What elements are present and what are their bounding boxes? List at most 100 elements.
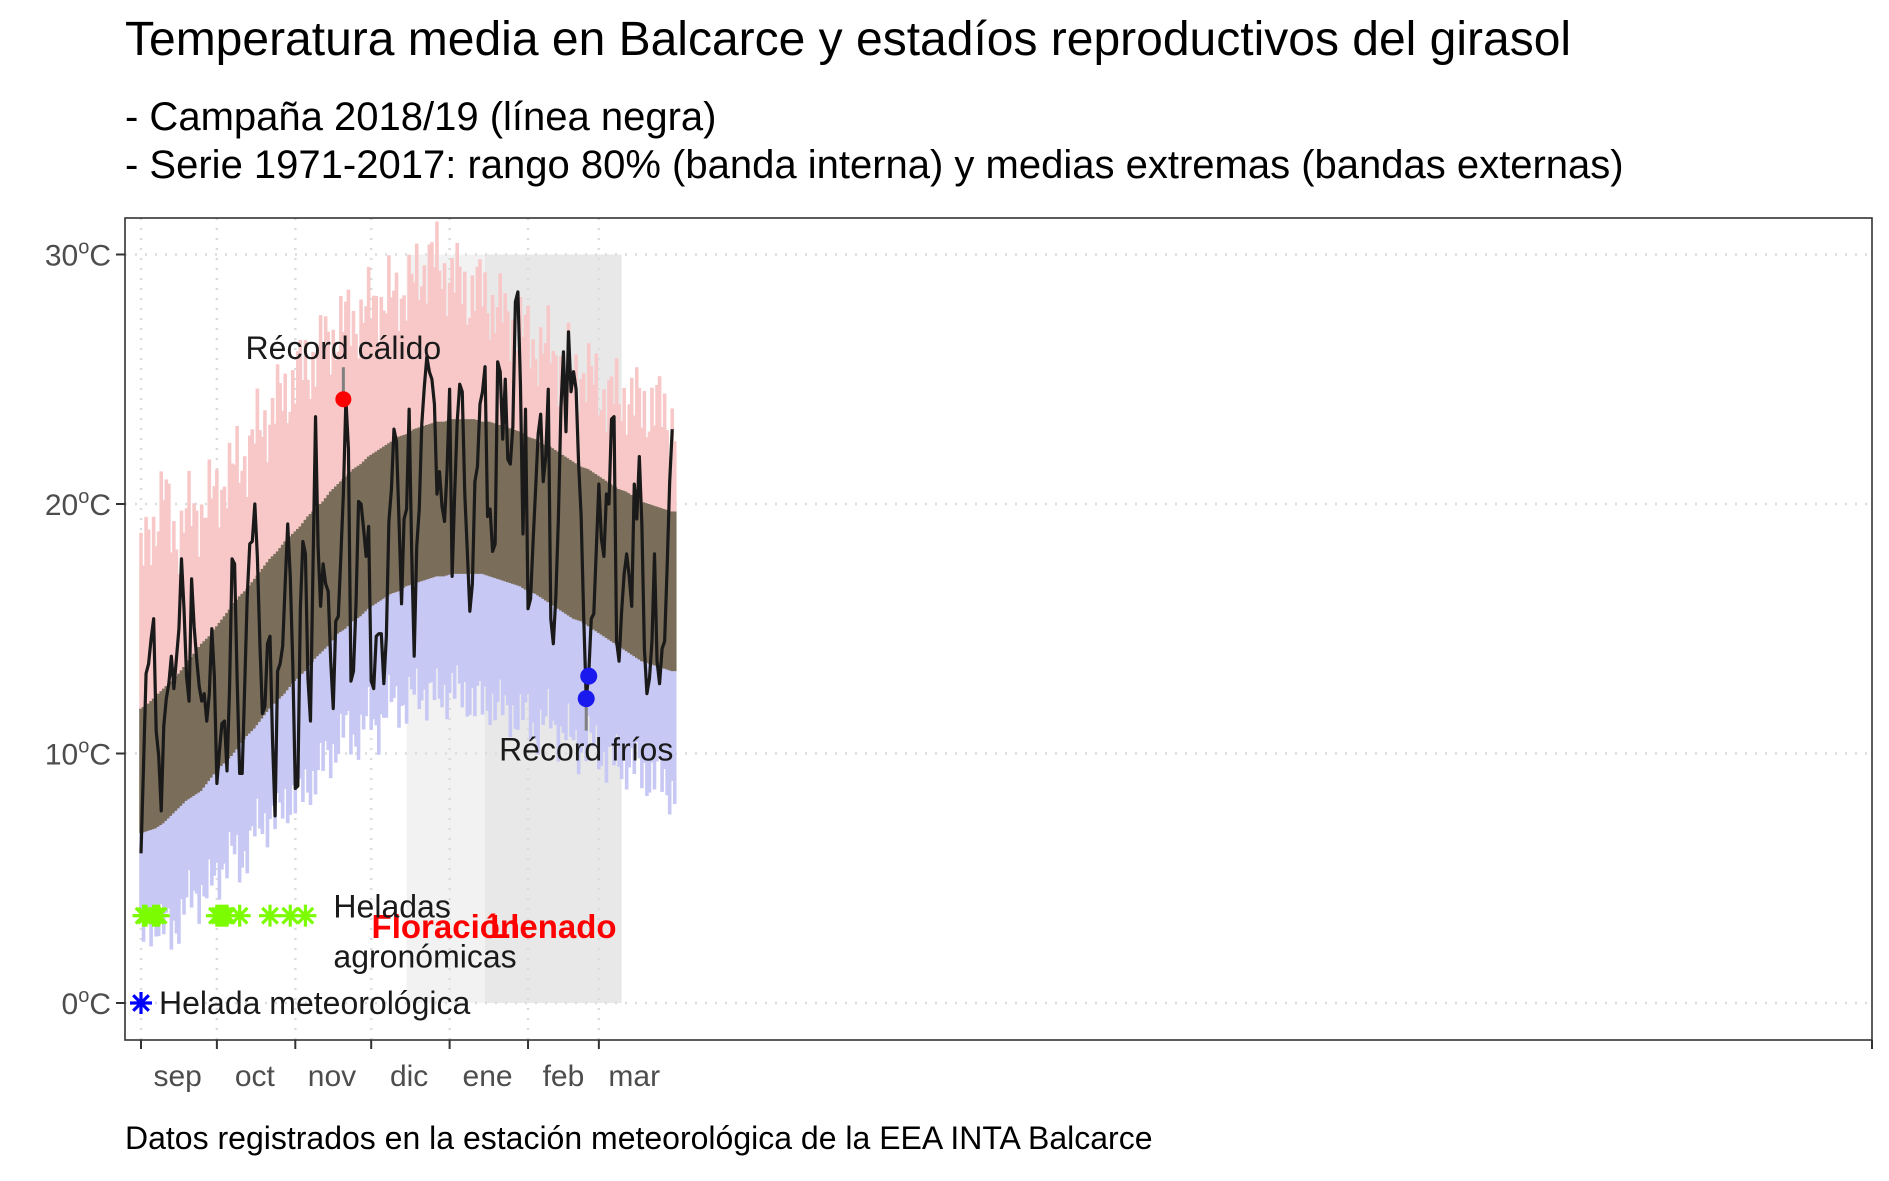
extreme-max-bar bbox=[672, 441, 677, 512]
range-80-bar bbox=[480, 421, 485, 574]
range-80-bar bbox=[164, 686, 169, 821]
extreme-max-bar bbox=[255, 388, 260, 576]
range-80-bar bbox=[662, 508, 667, 669]
extreme-max-bar bbox=[139, 532, 143, 709]
range-80-bar bbox=[574, 463, 578, 620]
extreme-max-bar bbox=[394, 272, 399, 439]
extreme-max-bar bbox=[323, 316, 328, 499]
extreme-max-bar bbox=[528, 368, 533, 438]
range-80-bar bbox=[240, 593, 244, 743]
extreme-max-bar bbox=[250, 429, 255, 583]
range-80-bar bbox=[167, 683, 171, 819]
extreme-min-bar bbox=[394, 592, 399, 687]
extreme-min-bar bbox=[559, 610, 563, 727]
extreme-max-bar bbox=[586, 343, 591, 470]
extreme-min-bar bbox=[475, 573, 480, 686]
range-80-bar bbox=[359, 464, 363, 617]
extreme-min-bar bbox=[392, 592, 396, 699]
extreme-max-bar bbox=[311, 351, 315, 512]
extreme-max-bar bbox=[412, 282, 416, 430]
extreme-min-bar bbox=[657, 667, 662, 756]
extreme-min-bar bbox=[354, 619, 358, 747]
extreme-max-bar bbox=[351, 310, 356, 470]
range-80-bar bbox=[222, 616, 227, 764]
range-80-bar bbox=[566, 458, 571, 616]
extreme-max-bar bbox=[414, 243, 419, 429]
range-80-bar bbox=[637, 499, 642, 660]
extreme-max-bar bbox=[442, 263, 447, 422]
extreme-max-bar bbox=[296, 351, 300, 529]
extreme-min-bar bbox=[569, 617, 573, 737]
extreme-max-bar bbox=[230, 463, 234, 607]
y-tick-label: 20oC bbox=[45, 486, 111, 522]
extreme-min-bar bbox=[298, 676, 303, 779]
extreme-max-bar bbox=[624, 434, 629, 492]
extreme-max-bar bbox=[344, 301, 348, 477]
range-80-bar bbox=[265, 562, 270, 712]
extreme-min-bar bbox=[546, 602, 551, 689]
extreme-max-bar bbox=[283, 373, 287, 542]
extreme-max-bar bbox=[541, 353, 546, 445]
range-80-bar bbox=[655, 506, 659, 667]
extreme-max-bar bbox=[202, 517, 207, 642]
extreme-min-bar bbox=[612, 642, 616, 766]
extreme-max-bar bbox=[571, 372, 576, 462]
extreme-min-bar bbox=[207, 780, 212, 860]
range-80-bar bbox=[285, 538, 290, 691]
extreme-min-bar bbox=[397, 591, 401, 728]
stage-label-floracion: Floración bbox=[372, 908, 521, 945]
range-80-bar bbox=[197, 647, 201, 793]
extreme-max-bar bbox=[569, 369, 573, 460]
extreme-max-bar bbox=[437, 270, 442, 422]
plot-border bbox=[124, 217, 1873, 1041]
extreme-max-bar bbox=[192, 503, 196, 654]
range-80-bar bbox=[586, 469, 591, 627]
extreme-min-bar bbox=[260, 718, 265, 835]
extreme-max-bar bbox=[222, 486, 227, 617]
chart-subtitle-series: - Serie 1971-2017: rango 80% (banda inte… bbox=[125, 143, 1624, 187]
extreme-max-bar bbox=[597, 415, 601, 476]
extreme-max-bar bbox=[225, 508, 229, 613]
range-80-bar bbox=[460, 419, 465, 574]
range-80-bar bbox=[189, 657, 194, 798]
extreme-min-bar bbox=[571, 618, 576, 741]
extreme-max-bar bbox=[521, 336, 525, 434]
meteorological-frost-marker bbox=[130, 992, 152, 1014]
extreme-min-bar bbox=[617, 646, 621, 767]
extreme-min-bar bbox=[624, 651, 629, 790]
extreme-max-bar bbox=[146, 529, 151, 704]
extreme-max-bar bbox=[263, 410, 267, 566]
extreme-min-bar bbox=[285, 690, 290, 824]
range-80-bar bbox=[268, 558, 272, 709]
extreme-max-bar bbox=[485, 313, 490, 422]
range-80-bar bbox=[192, 653, 196, 796]
extreme-max-bar bbox=[210, 498, 214, 633]
extreme-min-bar bbox=[174, 810, 179, 934]
extreme-min-bar bbox=[328, 643, 333, 779]
extreme-min-bar bbox=[346, 626, 351, 711]
extreme-max-bar bbox=[212, 486, 217, 630]
range-80-bar bbox=[174, 676, 179, 811]
extreme-max-bar bbox=[308, 398, 313, 514]
extreme-min-bar bbox=[548, 603, 553, 729]
extreme-max-bar bbox=[622, 387, 626, 491]
extreme-max-bar bbox=[364, 306, 368, 460]
range-80-bar bbox=[376, 449, 381, 603]
extreme-min-bar bbox=[250, 731, 255, 827]
extreme-min-bar bbox=[533, 593, 538, 740]
y-tick-label: 30oC bbox=[45, 237, 111, 273]
extreme-min-bar bbox=[635, 657, 639, 742]
extreme-max-bar bbox=[288, 411, 293, 537]
extreme-min-bar bbox=[192, 795, 196, 891]
range-80-bar bbox=[503, 426, 508, 582]
extreme-max-bar bbox=[604, 432, 609, 481]
extreme-max-bar bbox=[207, 459, 212, 637]
extreme-min-bar bbox=[622, 649, 626, 757]
extreme-min-bar bbox=[402, 587, 406, 705]
range-80-bar bbox=[412, 429, 416, 584]
extreme-min-bar bbox=[665, 669, 669, 796]
range-80-bar bbox=[414, 428, 419, 584]
extreme-min-bar bbox=[242, 739, 247, 852]
extreme-min-bar bbox=[197, 792, 201, 924]
extreme-min-bar bbox=[465, 573, 470, 717]
